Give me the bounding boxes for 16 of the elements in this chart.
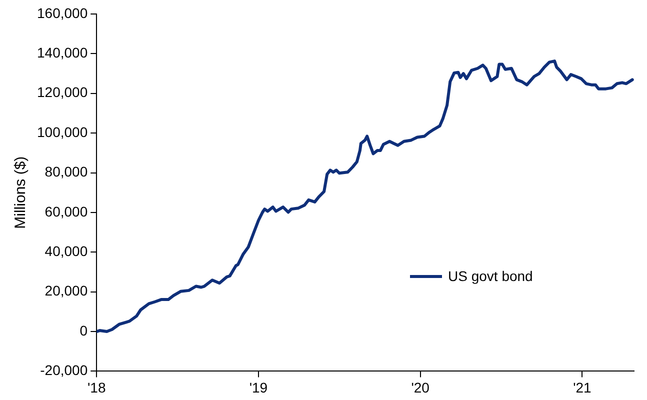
y-tick-label: -20,000 bbox=[40, 362, 88, 378]
y-tick-label: 20,000 bbox=[44, 282, 88, 299]
x-tick-label: '21 bbox=[573, 379, 592, 396]
y-tick-label: 120,000 bbox=[36, 84, 88, 100]
legend-label: US govt bond bbox=[448, 268, 533, 284]
y-tick-label: 80,000 bbox=[44, 164, 88, 180]
y-tick-label: 100,000 bbox=[36, 124, 88, 140]
y-tick-label: 160,000 bbox=[36, 4, 88, 21]
y-tick-label: 140,000 bbox=[36, 44, 88, 61]
x-tick-label: '19 bbox=[249, 379, 268, 396]
y-tick-label: 60,000 bbox=[44, 203, 88, 220]
x-tick-label: '18 bbox=[87, 379, 106, 396]
y-tick-label: 0 bbox=[80, 322, 88, 338]
x-tick-label: '20 bbox=[411, 379, 430, 396]
y-tick-label: 40,000 bbox=[44, 242, 88, 259]
y-axis-title: Millions ($) bbox=[12, 156, 30, 229]
